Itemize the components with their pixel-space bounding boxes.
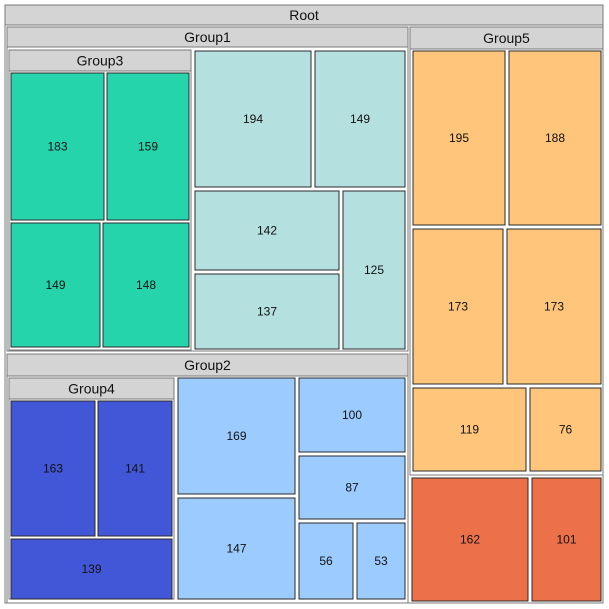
treemap-cell-label: 87 [345,481,359,495]
treemap-cell-label: 169 [226,429,246,443]
treemap-cell-rect [342,190,406,350]
treemap-cell-label: 147 [226,542,246,556]
treemap-cell: 87 [298,455,406,520]
group2-label: Group2 [184,357,231,373]
treemap-cell: 147 [177,497,296,600]
treemap-cell-rect [194,190,340,271]
treemap-cell-label: 173 [544,300,564,314]
treemap-cell: 169 [177,377,296,495]
treemap-cell: 125 [342,190,406,350]
treemap-cell: 183 [10,72,105,221]
treemap-cell: 188 [508,50,602,226]
treemap-cell: 139 [10,538,173,600]
treemap-cell-label: 125 [364,263,384,277]
treemap-cell: 162 [411,477,529,602]
treemap-cell-rect [356,522,406,600]
treemap-cell-label: 53 [374,554,388,568]
treemap-cell-rect [10,72,105,221]
treemap-cell-rect [106,72,190,221]
treemap-cell: 100 [298,377,406,453]
treemap-cell-label: 119 [460,423,479,437]
treemap-cell-label: 173 [448,300,468,314]
treemap-cell-label: 183 [47,140,67,154]
treemap-cell-rect [411,477,529,602]
root-header [4,4,604,26]
treemap-cell: 149 [314,50,406,188]
treemap-cell: 163 [10,400,96,537]
treemap-cell-label: 137 [257,305,277,319]
group3-header [8,49,192,72]
treemap-cell-rect [506,228,602,385]
treemap-cell: 195 [412,50,506,226]
treemap-cell-rect [10,538,173,600]
treemap-cell-rect [102,222,190,348]
treemap-cell-label: 159 [138,140,158,154]
treemap-cell: 141 [97,400,173,537]
group4-label: Group4 [68,381,115,397]
treemap-cell-rect [412,387,527,472]
treemap-cell-rect [10,400,96,537]
treemap-cell-label: 163 [43,462,63,476]
treemap-cell-label: 101 [556,533,576,547]
treemap-cell-rect [177,497,296,600]
group5-header [409,26,604,50]
treemap-cell-label: 149 [45,278,65,292]
treemap-cell: 137 [194,273,340,350]
treemap-cell-rect [10,222,101,348]
treemap-cell-label: 76 [559,423,573,437]
treemap-cell-label: 148 [136,278,156,292]
treemap-cell-label: 141 [125,462,145,476]
treemap-cell: 53 [356,522,406,600]
treemap-cell-rect [314,50,406,188]
treemap-cell: 173 [412,228,504,385]
treemap-cell-label: 149 [350,112,370,126]
treemap-cell-rect [529,387,602,472]
treemap-cell-rect [298,377,406,453]
group5-label: Group5 [483,30,530,46]
treemap-cell-rect [177,377,296,495]
treemap-cell-rect [412,50,506,226]
treemap-cell: 173 [506,228,602,385]
treemap-cell: 101 [531,477,602,602]
group1-label: Group1 [184,29,231,45]
group2-header [6,353,409,377]
treemap-cell-label: 195 [449,131,469,145]
treemap-cell-label: 162 [460,533,480,547]
treemap-cell-label: 142 [257,224,277,238]
treemap-cell-label: 100 [342,408,362,422]
treemap-cell-label: 56 [319,554,333,568]
treemap-cell: 159 [106,72,190,221]
treemap-cell: 148 [102,222,190,348]
treemap-cell-rect [412,228,504,385]
group1-header [6,26,409,48]
treemap-cell-label: 139 [81,562,101,576]
treemap-cell: 149 [10,222,101,348]
treemap-cell-rect [97,400,173,537]
treemap-cell: 56 [298,522,354,600]
treemap-cell-label: 188 [545,131,565,145]
treemap-cell-rect [531,477,602,602]
treemap-cell: 194 [194,50,312,188]
treemap-cell: 76 [529,387,602,472]
group3-label: Group3 [77,53,124,69]
root-label: Root [289,7,319,23]
treemap-cell-rect [298,522,354,600]
treemap-cell: 142 [194,190,340,271]
treemap-cell-label: 194 [243,112,263,126]
treemap-cell: 119 [412,387,527,472]
treemap-cell-rect [298,455,406,520]
group4-header [8,377,175,400]
treemap-cell-rect [194,273,340,350]
treemap-cell-rect [194,50,312,188]
treemap-cell-rect [508,50,602,226]
